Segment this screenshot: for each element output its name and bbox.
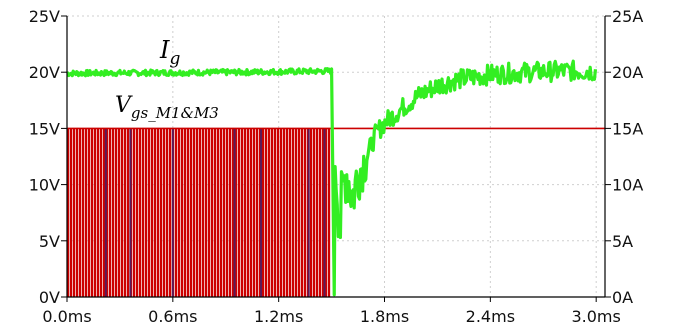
x-tick-label: 2.4ms [466, 307, 515, 326]
vgs-label-sub: gs_M1&M3 [131, 104, 219, 122]
axes-layer [66, 16, 606, 298]
x-tick-label: 1.2ms [254, 307, 303, 326]
ig-line [66, 59, 598, 297]
y2-tick-label: 5A [612, 232, 633, 251]
x-tick-label: 0.0ms [42, 307, 91, 326]
y2-tick-label: 20A [612, 63, 643, 82]
y-tick-label: 5V [39, 232, 60, 251]
vgs-label-main: V [115, 93, 133, 118]
y2-tick-label: 0A [612, 288, 633, 307]
y-tick-label: 20V [29, 63, 60, 82]
vgs-series-label: Vgs_M1&M3 [115, 93, 219, 122]
vgs-pwm-fill [66, 128, 331, 297]
x-tick-label: 0.6ms [148, 307, 197, 326]
y-tick-label: 10V [29, 176, 60, 195]
series-layer [66, 59, 605, 297]
y-tick-label: 0V [39, 288, 60, 307]
ig-series-label: Ig [159, 36, 180, 69]
ig-label-main: I [159, 36, 170, 64]
y-tick-label: 25V [29, 7, 60, 26]
x-tick-label: 3.0ms [571, 307, 620, 326]
ig-label-sub: g [169, 49, 180, 69]
y2-tick-label: 15A [612, 119, 643, 138]
y2-tick-label: 10A [612, 176, 643, 195]
y2-tick-label: 25A [612, 7, 643, 26]
x-tick-label: 1.8ms [360, 307, 409, 326]
y-tick-label: 15V [29, 119, 60, 138]
ticks-layer: 0V 5V 10V 15V 20V 25V 0A 5A 10A 15A 20A 25A 0.0ms 0.6… [29, 7, 644, 326]
